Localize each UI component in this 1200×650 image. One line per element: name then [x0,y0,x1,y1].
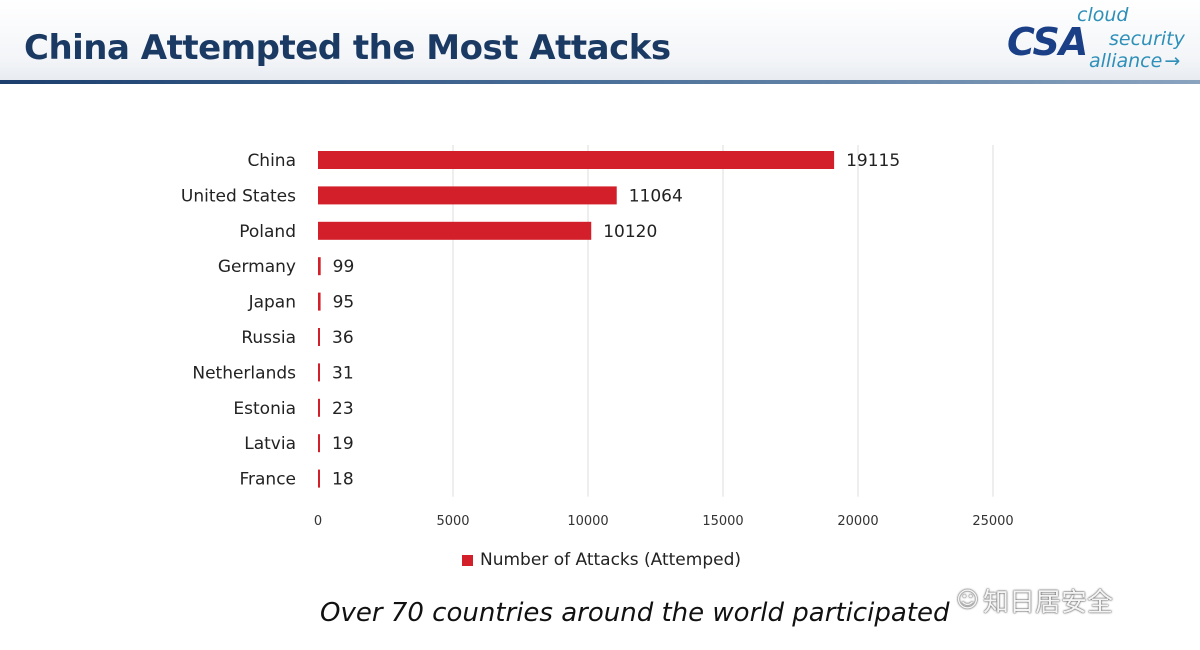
data-label: 19115 [846,151,900,171]
legend-swatch [462,554,473,566]
data-label: 36 [332,328,354,348]
footer-caption: Over 70 countries around the world parti… [320,598,950,628]
wechat-icon: ☺ [956,588,979,613]
bar [318,151,835,169]
bar [318,328,320,346]
slide-header: China Attempted the Most Attacks CSA clo… [0,0,1200,84]
bar-chart: 0 5000 10000 15000 20000 25000 China 19115 Unite… [181,145,1014,529]
logo-swoosh-icon: → [1164,50,1181,72]
bar [318,221,592,240]
logo-word-alliance-text: alliance [1089,50,1163,72]
category-label: Russia [241,328,296,348]
data-label: 18 [332,470,354,490]
logo-word-security: security [1109,28,1185,50]
bar [318,398,320,417]
data-label: 11064 [629,186,683,206]
watermark: ☺ 知日居安全 [956,582,1113,619]
data-label: 31 [332,363,354,383]
watermark-text: 知日居安全 [982,588,1113,618]
data-label: 23 [332,399,354,419]
category-label: Netherlands [192,363,296,383]
bar [318,469,320,488]
x-tick-label: 0 [314,514,322,529]
csa-logo: CSA cloud security alliance → [1005,4,1195,76]
logo-mark: CSA [1007,20,1088,64]
legend-label: Number of Attacks (Attemped) [480,550,742,570]
x-tick-label: 5000 [436,514,469,529]
category-label: Germany [218,257,296,277]
x-tick-label: 15000 [702,514,743,529]
data-label: 99 [333,257,355,277]
category-label: Latvia [244,434,296,454]
header-divider [0,80,1200,84]
x-tick-label: 25000 [972,514,1013,529]
logo-word-cloud: cloud [1077,4,1129,26]
category-label: United States [181,186,296,206]
category-label: France [239,470,296,490]
chart-legend: Number of Attacks (Attemped) [462,550,741,570]
category-label: China [247,151,296,171]
logo-word-alliance: alliance → [1089,50,1180,72]
category-label: Estonia [233,399,296,419]
bar [318,257,321,276]
bar [318,292,321,311]
slide-title: China Attempted the Most Attacks [24,28,671,68]
data-label: 10120 [603,222,657,242]
bar [318,434,320,453]
x-tick-label: 10000 [567,514,608,529]
bar [318,186,617,205]
bar [318,363,320,382]
data-label: 19 [332,434,354,454]
data-label: 95 [333,293,355,313]
x-tick-label: 20000 [837,514,878,529]
category-label: Japan [248,293,296,313]
category-label: Poland [239,222,296,242]
